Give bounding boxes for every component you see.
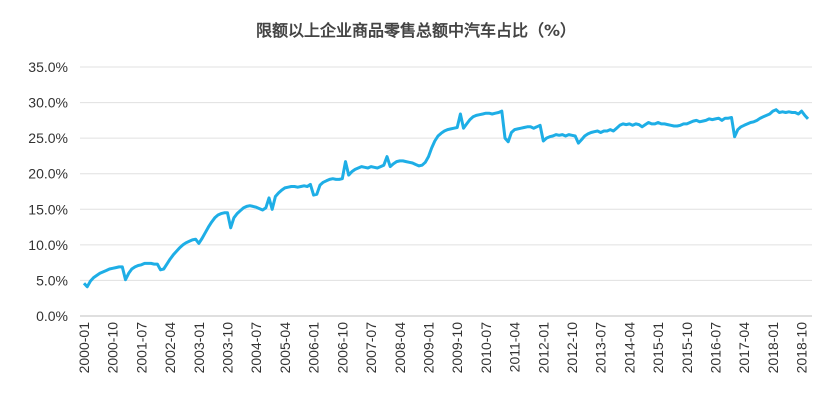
y-tick-label: 25.0% [28, 130, 68, 146]
x-tick-label: 2017-04 [736, 322, 752, 374]
data-line [82, 108, 810, 289]
x-tick-label: 2003-01 [191, 322, 207, 374]
x-tick-label: 2004-07 [248, 322, 264, 374]
x-tick-label: 2016-07 [708, 322, 724, 374]
x-tick-label: 2000-10 [105, 322, 121, 374]
x-tick-label: 2007-07 [363, 322, 379, 374]
x-tick-label: 2012-10 [564, 322, 580, 374]
x-tick-label: 2002-04 [162, 322, 178, 374]
x-tick-label: 2009-10 [449, 322, 465, 374]
y-tick-label: 20.0% [28, 166, 68, 182]
x-tick-label: 2006-10 [334, 322, 350, 374]
x-tick-label: 2015-10 [679, 322, 695, 374]
x-tick-label: 2006-01 [306, 322, 322, 374]
x-tick-label: 2012-01 [535, 322, 551, 374]
x-tick-label: 2018-01 [765, 322, 781, 374]
x-tick-label: 2000-01 [76, 322, 92, 374]
x-tick-label: 2003-10 [220, 322, 236, 374]
x-tick-label: 2010-07 [478, 322, 494, 374]
chart-title: 限额以上企业商品零售总额中汽车占比（%） [256, 21, 576, 40]
y-tick-label: 35.0% [28, 59, 68, 75]
y-tick-label: 15.0% [28, 201, 68, 217]
x-tick-label: 2009-01 [420, 322, 436, 374]
x-tick-label: 2005-04 [277, 322, 293, 374]
y-tick-label: 30.0% [28, 95, 68, 111]
y-tick-label: 5.0% [36, 272, 68, 288]
x-tick-label: 2001-07 [133, 322, 149, 374]
x-tick-label: 2015-01 [650, 322, 666, 374]
x-tick-label: 2013-07 [593, 322, 609, 374]
x-tick-label: 2018-10 [794, 322, 810, 374]
x-tick-label: 2008-04 [392, 322, 408, 374]
y-tick-label: 10.0% [28, 237, 68, 253]
y-tick-label: 0.0% [36, 308, 68, 324]
x-tick-label: 2011-04 [507, 322, 523, 373]
x-tick-label: 2014-04 [621, 322, 637, 374]
